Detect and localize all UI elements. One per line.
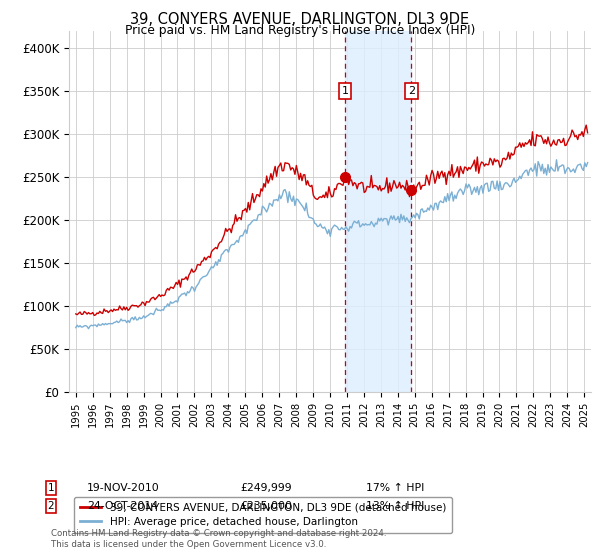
Text: 24-OCT-2014: 24-OCT-2014	[87, 501, 158, 511]
Text: 2: 2	[47, 501, 55, 511]
Bar	[345, 31, 412, 392]
Text: £249,999: £249,999	[240, 483, 292, 493]
Text: 2: 2	[408, 86, 415, 96]
Text: 1: 1	[341, 86, 349, 96]
Text: 1: 1	[47, 483, 55, 493]
Text: 13% ↑ HPI: 13% ↑ HPI	[366, 501, 424, 511]
Text: £235,000: £235,000	[240, 501, 292, 511]
Text: 39, CONYERS AVENUE, DARLINGTON, DL3 9DE: 39, CONYERS AVENUE, DARLINGTON, DL3 9DE	[130, 12, 470, 27]
Text: Price paid vs. HM Land Registry's House Price Index (HPI): Price paid vs. HM Land Registry's House …	[125, 24, 475, 37]
Legend: 39, CONYERS AVENUE, DARLINGTON, DL3 9DE (detached house), HPI: Average price, de: 39, CONYERS AVENUE, DARLINGTON, DL3 9DE …	[74, 497, 452, 533]
Text: 17% ↑ HPI: 17% ↑ HPI	[366, 483, 424, 493]
Text: Contains HM Land Registry data © Crown copyright and database right 2024.
This d: Contains HM Land Registry data © Crown c…	[51, 529, 386, 549]
Text: 19-NOV-2010: 19-NOV-2010	[87, 483, 160, 493]
